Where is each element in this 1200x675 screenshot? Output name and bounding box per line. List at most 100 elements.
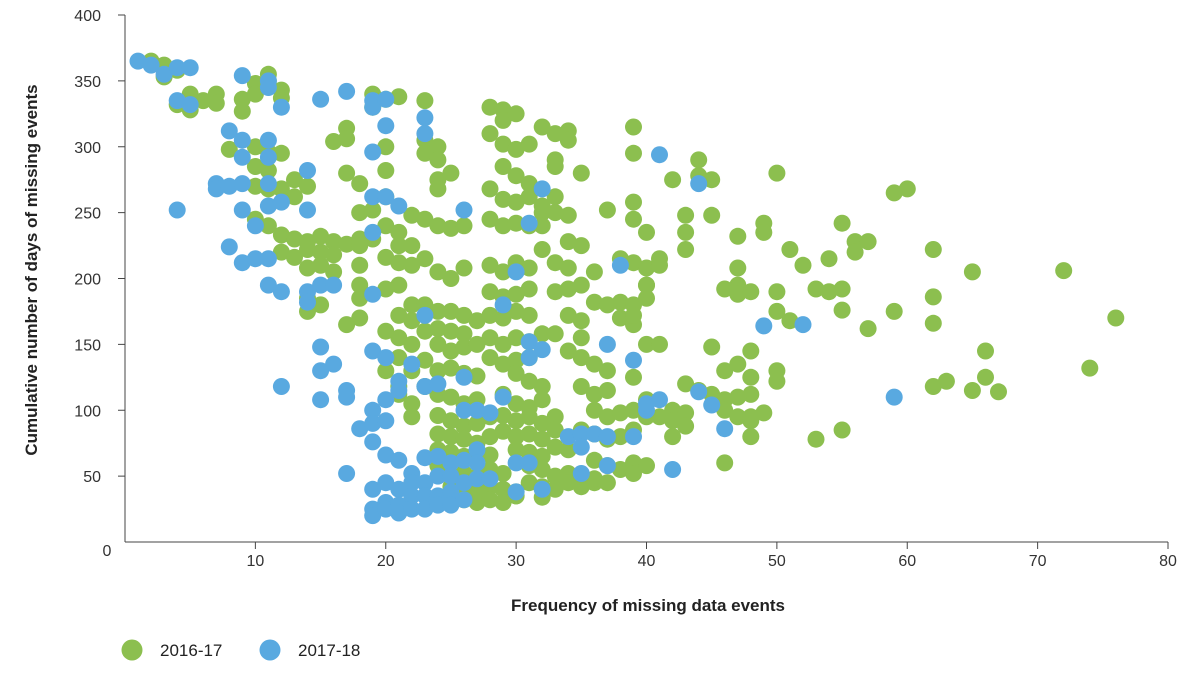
point-2017-18 — [364, 143, 382, 161]
y-tick-label: 400 — [74, 8, 101, 25]
point-2017-18 — [390, 480, 408, 498]
point-2016-17 — [507, 285, 525, 303]
point-2017-18 — [377, 349, 395, 367]
point-2017-18 — [259, 79, 277, 96]
legend-item-2016-17: 2016-17 — [121, 639, 222, 661]
point-2016-17 — [455, 259, 473, 277]
x-tick-label: 50 — [768, 553, 786, 570]
point-2016-17 — [494, 422, 512, 440]
point-2016-17 — [625, 193, 642, 211]
point-2017-18 — [533, 480, 551, 498]
point-2016-17 — [833, 280, 851, 298]
point-2016-17 — [442, 302, 460, 320]
point-2016-17 — [729, 408, 747, 426]
legend-marker — [259, 639, 281, 661]
point-2016-17 — [585, 401, 603, 419]
point-2017-18 — [520, 349, 538, 367]
point-2017-18 — [598, 457, 616, 475]
point-2016-17 — [533, 325, 551, 343]
point-2017-18 — [507, 263, 525, 281]
point-2017-18 — [598, 335, 616, 353]
point-2017-18 — [403, 500, 421, 518]
legend-label: 2017-18 — [298, 641, 360, 660]
point-2016-17 — [272, 226, 290, 244]
point-2016-17 — [233, 90, 251, 108]
point-2016-17 — [429, 320, 447, 338]
point-2016-17 — [481, 306, 499, 324]
point-2017-18 — [207, 180, 225, 198]
point-2017-18 — [651, 146, 668, 164]
point-2017-18 — [233, 175, 251, 193]
point-2017-18 — [611, 256, 629, 274]
point-2016-17 — [846, 243, 864, 261]
point-2016-17 — [833, 301, 851, 319]
point-2017-18 — [507, 454, 525, 472]
point-2017-18 — [364, 223, 382, 241]
point-2017-18 — [377, 446, 395, 464]
point-2016-17 — [338, 235, 356, 253]
point-2016-17 — [377, 217, 395, 235]
point-2016-17 — [677, 241, 695, 258]
point-2017-18 — [520, 454, 538, 472]
point-2016-17 — [429, 335, 447, 353]
point-2017-18 — [246, 250, 264, 268]
point-2016-17 — [664, 428, 682, 446]
point-2017-18 — [755, 317, 773, 335]
y-tick-label: 50 — [83, 469, 101, 486]
point-2017-18 — [520, 214, 538, 232]
point-2017-18 — [572, 425, 590, 443]
point-2016-17 — [325, 233, 343, 251]
point-2017-18 — [403, 355, 421, 373]
point-2016-17 — [507, 105, 525, 123]
point-2017-18 — [259, 197, 277, 215]
point-2016-17 — [416, 322, 434, 340]
point-2017-18 — [429, 375, 447, 393]
point-2016-17 — [246, 85, 264, 103]
point-2017-18 — [246, 217, 264, 235]
point-2017-18 — [429, 447, 447, 465]
point-2016-17 — [742, 428, 760, 446]
point-2017-18 — [664, 461, 682, 478]
point-2017-18 — [272, 283, 290, 301]
point-2017-18 — [364, 342, 382, 360]
point-2017-18 — [533, 180, 551, 198]
point-2017-18 — [455, 201, 473, 219]
point-2016-17 — [924, 288, 942, 306]
point-2016-17 — [1107, 309, 1125, 327]
point-2017-18 — [364, 285, 382, 303]
point-2016-17 — [468, 312, 486, 330]
point-2016-17 — [403, 408, 421, 426]
x-tick-label: 80 — [1159, 553, 1177, 570]
y-tick-label: 200 — [74, 272, 101, 289]
point-2016-17 — [611, 461, 629, 478]
point-2017-18 — [481, 404, 499, 422]
point-2017-18 — [442, 467, 460, 485]
point-2016-17 — [533, 378, 551, 395]
point-2016-17 — [390, 237, 408, 255]
point-2016-17 — [572, 378, 590, 395]
point-2017-18 — [233, 201, 251, 219]
point-2017-18 — [794, 316, 812, 334]
point-2016-17 — [494, 111, 512, 129]
point-2016-17 — [494, 135, 512, 153]
point-2016-17 — [559, 206, 577, 224]
point-2016-17 — [546, 125, 564, 143]
point-2016-17 — [677, 404, 695, 422]
point-2016-17 — [755, 223, 773, 241]
point-2016-17 — [546, 467, 564, 485]
point-2016-17 — [507, 329, 525, 347]
point-2017-18 — [416, 500, 434, 518]
point-2017-18 — [403, 474, 421, 492]
point-2016-17 — [220, 140, 238, 158]
point-2017-18 — [259, 148, 277, 166]
point-2017-18 — [638, 395, 655, 413]
point-2016-17 — [325, 263, 343, 281]
point-2016-17 — [520, 280, 538, 298]
point-2016-17 — [520, 474, 538, 492]
point-2016-17 — [977, 342, 994, 360]
point-2016-17 — [507, 364, 525, 382]
point-2016-17 — [494, 465, 512, 482]
point-2017-18 — [442, 454, 460, 472]
point-2016-17 — [716, 454, 734, 472]
point-2016-17 — [416, 351, 434, 369]
